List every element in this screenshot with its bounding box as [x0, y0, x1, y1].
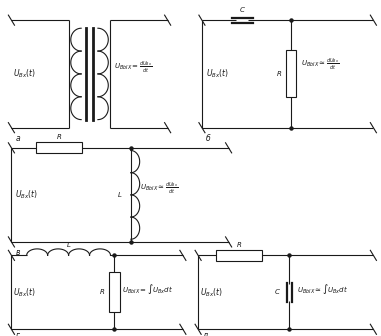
Text: L: L [67, 242, 70, 248]
Text: C: C [240, 7, 245, 13]
Text: $U_{BbIX}=\int U_{Bx}dt$: $U_{BbIX}=\int U_{Bx}dt$ [122, 282, 173, 296]
Text: $U_{BbIX}\simeq\frac{dU_{Bx}}{dt}$: $U_{BbIX}\simeq\frac{dU_{Bx}}{dt}$ [141, 180, 179, 196]
Text: $U_{Bx}(t)$: $U_{Bx}(t)$ [206, 68, 229, 80]
Bar [36, 142, 82, 153]
Text: $U_{Bx}(t)$: $U_{Bx}(t)$ [200, 286, 223, 299]
Text: a: a [15, 134, 20, 143]
Text: $U_{BbIX}\simeq\frac{dU_{Bx}}{dt}$: $U_{BbIX}\simeq\frac{dU_{Bx}}{dt}$ [301, 56, 339, 72]
Text: R: R [57, 134, 62, 140]
Text: $U_{BbIX}=\frac{dU_{Bx}}{dt}$: $U_{BbIX}=\frac{dU_{Bx}}{dt}$ [114, 59, 153, 75]
Text: д: д [202, 331, 207, 336]
Text: L: L [117, 192, 121, 198]
Text: $U_{Bx}(t)$: $U_{Bx}(t)$ [15, 188, 38, 201]
Text: б: б [206, 134, 210, 143]
Text: г: г [15, 331, 19, 336]
Bar [216, 250, 262, 261]
Bar [286, 50, 296, 97]
Text: R: R [100, 289, 105, 295]
Text: R: R [237, 242, 242, 248]
Text: $U_{Bx}(t)$: $U_{Bx}(t)$ [13, 286, 36, 299]
Text: C: C [275, 289, 280, 295]
Bar [109, 272, 120, 312]
Text: $U_{BbIX}\simeq\int U_{Bx}dt$: $U_{BbIX}\simeq\int U_{Bx}dt$ [297, 282, 348, 296]
Text: R: R [277, 71, 282, 77]
Text: $U_{Bx}(t)$: $U_{Bx}(t)$ [13, 68, 36, 80]
Text: в: в [15, 248, 20, 257]
